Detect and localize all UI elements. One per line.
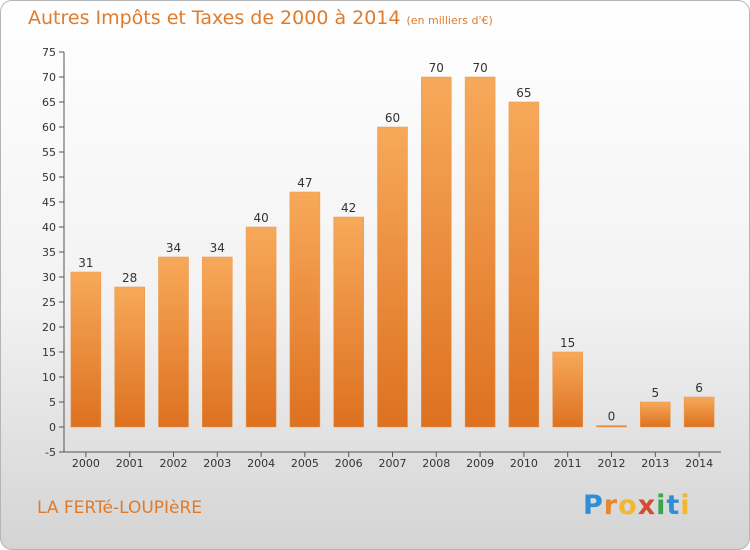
bar-value-label: 5 [651,386,659,400]
y-tick-label: 0 [49,421,56,434]
x-tick-label: 2003 [203,457,231,470]
chart-unit: (en milliers d'€) [406,14,493,27]
bar [333,216,364,428]
chart-title-block: Autres Impôts et Taxes de 2000 à 2014 (en… [28,7,493,29]
logo-letter: t [666,490,681,521]
y-tick-label: 70 [42,71,56,84]
x-tick-label: 2014 [685,457,713,470]
bar-value-label: 6 [695,381,703,395]
y-tick-label: 40 [42,221,56,234]
bar [245,226,277,428]
logo-letter: r [603,490,619,521]
x-tick-label: 2001 [116,457,144,470]
y-tick-label: 35 [42,246,56,259]
y-tick-label: 60 [42,121,56,134]
bar [114,286,145,428]
logo-letter: x [637,490,657,521]
y-tick-label: 75 [42,46,56,59]
x-tick-label: 2013 [641,457,669,470]
y-tick-label: 55 [42,146,56,159]
bar [158,256,189,428]
x-tick-label: 2004 [247,457,275,470]
bar-value-label: 34 [210,241,225,255]
bar-value-label: 47 [297,176,312,190]
bar [683,396,715,428]
logo-letter: i [680,490,691,521]
x-tick-label: 2007 [379,457,407,470]
y-tick-label: 5 [49,396,56,409]
chart-title: Autres Impôts et Taxes de 2000 à 2014 [28,7,401,29]
y-tick-label: 15 [42,346,56,359]
logo-letter: P [583,490,604,521]
x-tick-label: 2000 [72,457,100,470]
bar [377,126,408,428]
bar [421,76,452,428]
x-tick-label: 2010 [510,457,538,470]
y-tick-label: 25 [42,296,56,309]
bar-value-label: 65 [516,86,531,100]
bar-value-label: 31 [78,256,93,270]
bar [552,351,583,428]
logo-letter: i [656,490,667,521]
bar-value-label: 0 [608,410,616,424]
x-tick-label: 2005 [291,457,319,470]
y-tick-label: 65 [42,96,56,109]
y-tick-label: 20 [42,321,56,334]
x-tick-label: 2009 [466,457,494,470]
bar [508,101,540,428]
bar-value-label: 60 [385,111,400,125]
bar [640,401,671,428]
bar-value-label: 15 [560,336,575,350]
y-tick-label: 30 [42,271,56,284]
y-tick-label: 50 [42,171,56,184]
bar-value-label: 42 [341,201,356,215]
x-tick-label: 2006 [335,457,363,470]
bar [289,191,321,428]
proxiti-logo: Proxiti [583,490,691,521]
bar-value-label: 40 [253,211,268,225]
y-tick-label: 45 [42,196,56,209]
logo-letter: o [618,490,638,521]
x-tick-label: 2008 [422,457,450,470]
bar-value-label: 70 [472,61,487,75]
x-tick-label: 2012 [598,457,626,470]
y-tick-label: -5 [45,446,56,459]
bar-value-label: 28 [122,271,137,285]
y-tick-label: 10 [42,371,56,384]
bar [464,76,496,428]
x-tick-label: 2011 [554,457,582,470]
bar-value-label: 34 [166,241,181,255]
bar [70,271,102,428]
bar [202,256,233,428]
bar-value-label: 70 [429,61,444,75]
commune-name: LA FERTé-LOUPIèRE [37,498,203,518]
x-tick-label: 2002 [160,457,188,470]
bar [596,425,627,428]
